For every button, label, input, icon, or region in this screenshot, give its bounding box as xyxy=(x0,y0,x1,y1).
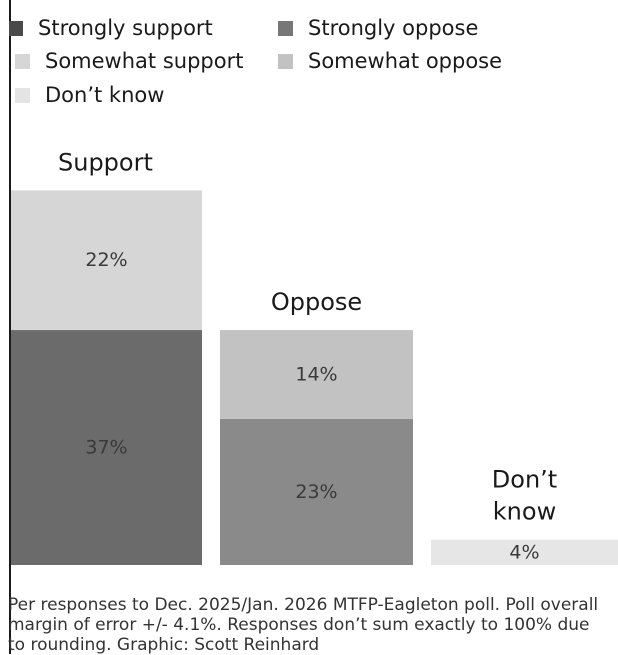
bar-segment-don-t-know xyxy=(431,539,618,565)
footnote: Per responses to Dec. 2025/Jan. 2026 MTF… xyxy=(8,595,599,655)
legend-swatch-strongly-support xyxy=(9,20,23,36)
legend-swatch-somewhat-support xyxy=(15,53,30,69)
bar-segment-somewhat-support xyxy=(11,190,202,331)
group-title-don-t-know: Don’t xyxy=(492,466,557,494)
group-title-oppose: Oppose xyxy=(271,288,362,316)
legend-item-somewhat-oppose: Somewhat oppose xyxy=(278,46,502,76)
legend-swatch-dont-know xyxy=(15,87,30,103)
legend-label-somewhat-oppose: Somewhat oppose xyxy=(308,49,503,73)
group-title-support: Support xyxy=(58,148,153,176)
bar-segment-somewhat-oppose xyxy=(220,330,413,419)
bar-segment-strongly-oppose xyxy=(220,418,413,565)
bar-segment-strongly-support xyxy=(11,330,202,565)
legend-swatch-strongly-oppose xyxy=(278,20,293,36)
stacked-bar-chart: 37% 22% Support 23% 14% Oppose 4% Don’t know xyxy=(11,148,618,565)
data-label-somewhat-oppose: 14% xyxy=(295,364,337,386)
data-label-somewhat-support: 22% xyxy=(85,249,127,271)
legend-label-strongly-support: Strongly support xyxy=(38,16,213,40)
legend-label-dont-know: Don’t know xyxy=(45,83,165,107)
legend-swatch-somewhat-oppose xyxy=(278,53,293,69)
data-label-strongly-oppose: 23% xyxy=(295,481,337,503)
data-label-don-t-know: 4% xyxy=(509,541,539,563)
legend-item-somewhat-support: Somewhat support xyxy=(15,46,243,76)
legend-label-somewhat-support: Somewhat support xyxy=(45,49,244,73)
left-axis-line xyxy=(9,0,11,654)
legend-item-strongly-oppose: Strongly oppose xyxy=(278,13,478,43)
group-title-don-t-know: know xyxy=(493,498,556,526)
legend-item-strongly-support: Strongly support xyxy=(9,13,213,43)
legend-item-dont-know: Don’t know xyxy=(15,80,164,110)
legend-label-strongly-oppose: Strongly oppose xyxy=(308,16,479,40)
data-label-strongly-support: 37% xyxy=(85,437,127,459)
